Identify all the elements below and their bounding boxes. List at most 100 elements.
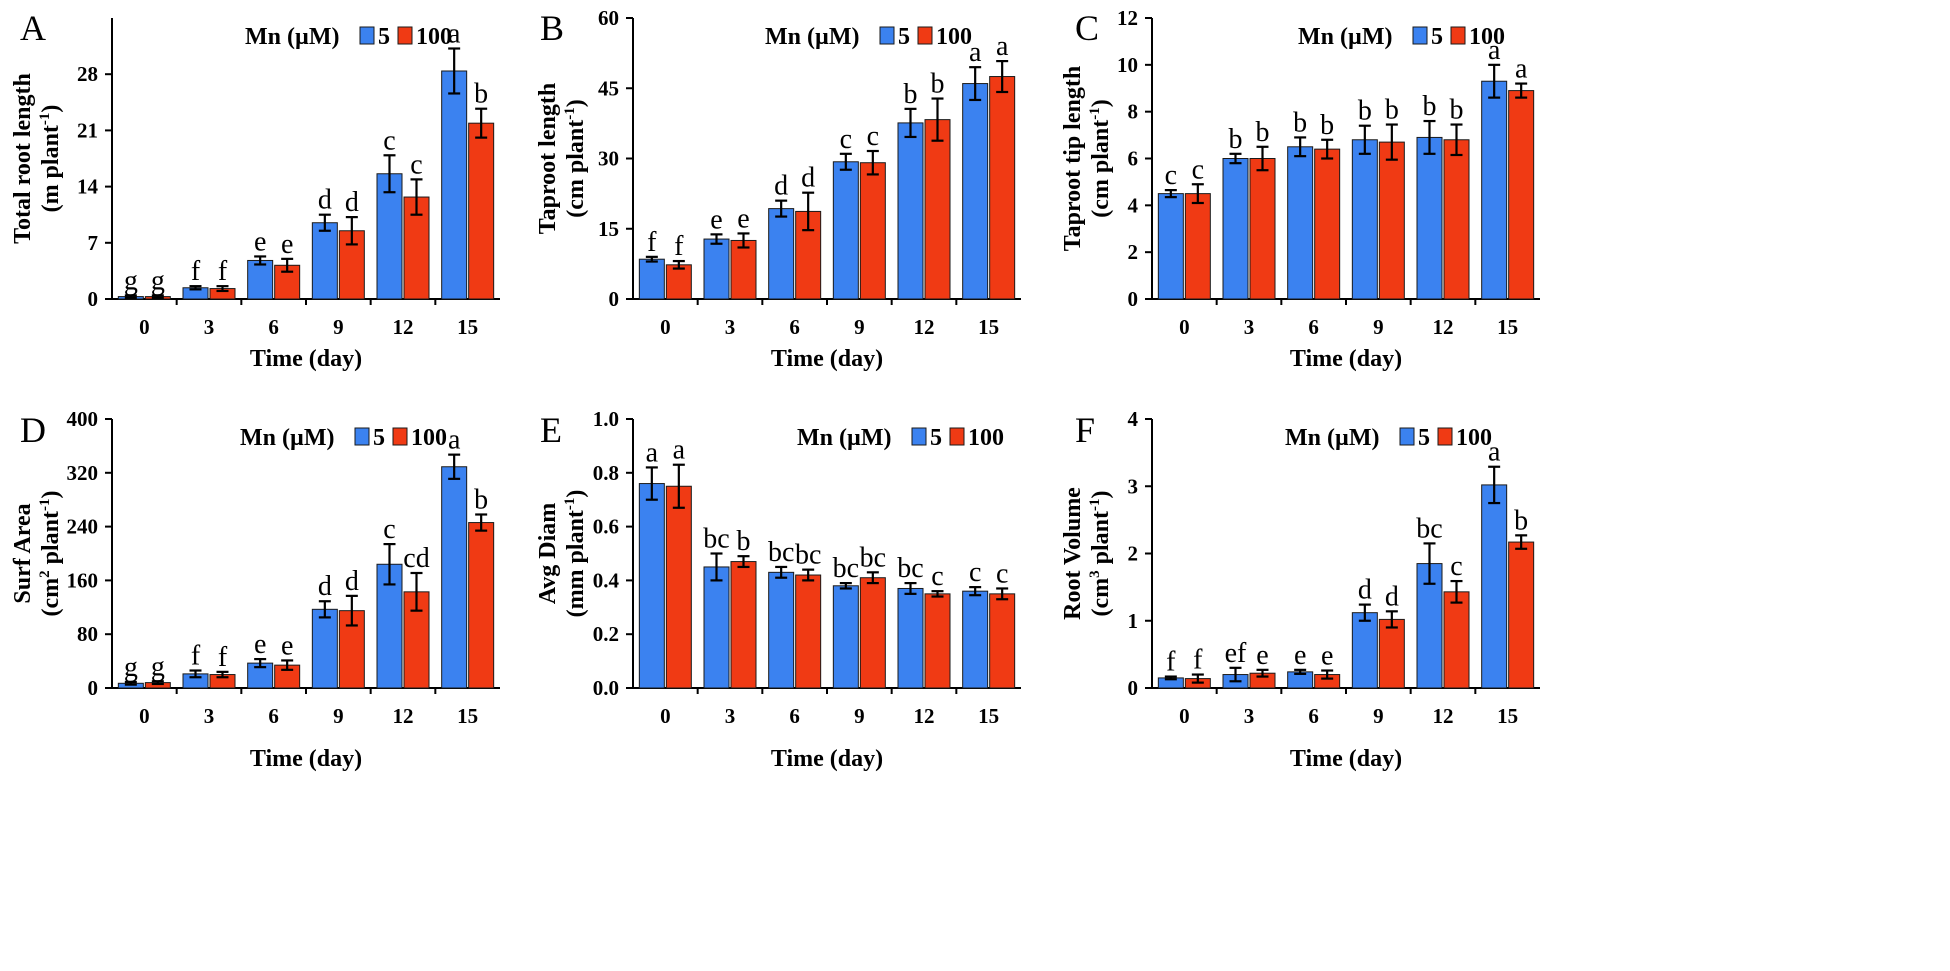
y-tick-label: 10 bbox=[1117, 53, 1138, 77]
x-tick-label: 12 bbox=[1433, 704, 1454, 728]
bar-series-100 bbox=[795, 574, 822, 689]
legend-title: Mn (µM) bbox=[240, 425, 334, 451]
x-tick-label: 12 bbox=[914, 704, 935, 728]
legend-swatch-100 bbox=[1450, 26, 1466, 45]
chart-panel-B: B 0 15 30 45 60 0 3 6 9 12 15 Time (day) Taproot leng… bbox=[535, 6, 1021, 372]
y-axis-title-line1: Total root length bbox=[10, 73, 36, 244]
bar-series-5 bbox=[832, 161, 859, 300]
legend-label-5: 5 bbox=[1431, 24, 1443, 50]
y-tick-label: 2 bbox=[1128, 542, 1139, 566]
y-axis-title-close: ) bbox=[563, 490, 589, 498]
x-tick-label: 3 bbox=[725, 315, 736, 339]
bar-series-100 bbox=[1443, 591, 1470, 689]
x-axis-title: Time (day) bbox=[250, 746, 362, 772]
x-tick-label: 9 bbox=[333, 315, 344, 339]
x-tick-label: 3 bbox=[204, 704, 215, 728]
y-tick-label: 320 bbox=[67, 461, 99, 485]
x-tick-label: 15 bbox=[978, 704, 999, 728]
x-tick-label: 6 bbox=[268, 315, 279, 339]
bar-series-100 bbox=[730, 239, 757, 300]
bar-series-5 bbox=[1351, 139, 1378, 300]
y-tick-label: 8 bbox=[1128, 100, 1139, 124]
significance-label: a bbox=[448, 19, 461, 50]
significance-label: a bbox=[448, 425, 461, 456]
legend-label-100: 100 bbox=[411, 425, 447, 451]
bar-series-100 bbox=[1184, 193, 1211, 300]
significance-label: c bbox=[996, 558, 1008, 589]
y-axis-title-superscript: -1 bbox=[562, 498, 578, 511]
significance-label: b bbox=[931, 69, 945, 100]
significance-label: b bbox=[1293, 107, 1307, 138]
y-axis-title-unit: (cm bbox=[38, 578, 64, 617]
significance-label: b bbox=[474, 484, 488, 515]
x-tick-label: 9 bbox=[854, 315, 865, 339]
legend-label-100: 100 bbox=[936, 24, 972, 50]
significance-label: d bbox=[1385, 581, 1399, 612]
significance-label: d bbox=[1358, 575, 1372, 606]
y-tick-label: 7 bbox=[88, 231, 99, 255]
y-tick-label: 0 bbox=[88, 676, 99, 700]
significance-label: bc bbox=[860, 542, 886, 573]
x-tick-label: 6 bbox=[789, 315, 800, 339]
bar-series-5 bbox=[247, 259, 274, 300]
significance-label: c bbox=[931, 561, 943, 592]
x-tick-label: 15 bbox=[978, 315, 999, 339]
legend: Mn (µM) 5 100 bbox=[245, 24, 452, 50]
y-axis-title-unit: (cm plant bbox=[1088, 120, 1114, 218]
legend-swatch-5 bbox=[911, 427, 927, 446]
significance-label: c bbox=[410, 149, 422, 180]
significance-label: g bbox=[124, 265, 138, 296]
bar-series-5 bbox=[703, 566, 730, 689]
x-tick-label: 9 bbox=[333, 704, 344, 728]
legend-label-5: 5 bbox=[373, 425, 385, 451]
legend-swatch-5 bbox=[1399, 427, 1415, 446]
y-tick-label: 1 bbox=[1128, 609, 1139, 633]
y-axis-title: Taproot length(cm plant-1) bbox=[535, 83, 589, 234]
bar-series-5 bbox=[441, 70, 468, 300]
bar-series-5 bbox=[703, 238, 730, 300]
y-axis-title-superscript: -1 bbox=[37, 113, 53, 126]
significance-label: d bbox=[318, 185, 332, 216]
bar-series-5 bbox=[311, 222, 338, 300]
legend-swatch-100 bbox=[397, 26, 413, 45]
bar-series-5 bbox=[1481, 484, 1508, 689]
bar-series-5 bbox=[1157, 193, 1184, 300]
bar-series-5 bbox=[1416, 136, 1443, 300]
significance-label: b bbox=[1514, 505, 1528, 536]
y-axis-title-superscript: -1 bbox=[1087, 107, 1103, 120]
legend-title: Mn (µM) bbox=[245, 24, 339, 50]
x-tick-label: 15 bbox=[1497, 704, 1518, 728]
bar-series-100 bbox=[665, 485, 692, 689]
significance-label: b bbox=[1423, 91, 1437, 122]
y-tick-label: 12 bbox=[1117, 6, 1138, 30]
x-tick-label: 15 bbox=[457, 704, 478, 728]
y-axis-title-close: ) bbox=[1088, 99, 1114, 107]
significance-label: b bbox=[737, 526, 751, 557]
significance-label: f bbox=[1166, 647, 1176, 678]
significance-label: d bbox=[774, 171, 788, 202]
y-tick-label: 1.0 bbox=[593, 407, 619, 431]
significance-label: bc bbox=[833, 553, 859, 584]
y-tick-label: 15 bbox=[598, 217, 619, 241]
significance-label: g bbox=[124, 652, 138, 683]
bar-series-100 bbox=[859, 577, 886, 689]
significance-label: b bbox=[1385, 95, 1399, 126]
significance-label: f bbox=[1193, 645, 1203, 676]
significance-label: bc bbox=[897, 553, 923, 584]
y-axis-title: Root Volume(cm3 plant-1) bbox=[1060, 487, 1114, 620]
x-tick-label: 9 bbox=[1373, 315, 1384, 339]
significance-label: ef bbox=[1225, 638, 1247, 669]
legend-label-5: 5 bbox=[1418, 425, 1430, 451]
y-tick-label: 160 bbox=[67, 568, 99, 592]
y-tick-label: 0.4 bbox=[593, 568, 620, 592]
significance-label: a bbox=[969, 37, 982, 68]
significance-label: a bbox=[673, 435, 686, 466]
significance-label: b bbox=[904, 79, 918, 110]
y-axis-title-close: ) bbox=[1088, 491, 1114, 499]
y-axis-title: Surf Area(cm2 plant-1) bbox=[10, 491, 64, 617]
significance-label: bc bbox=[1416, 513, 1442, 544]
legend-swatch-100 bbox=[392, 427, 408, 446]
y-axis-title-line1: Root Volume bbox=[1060, 487, 1086, 620]
legend-label-5: 5 bbox=[898, 24, 910, 50]
